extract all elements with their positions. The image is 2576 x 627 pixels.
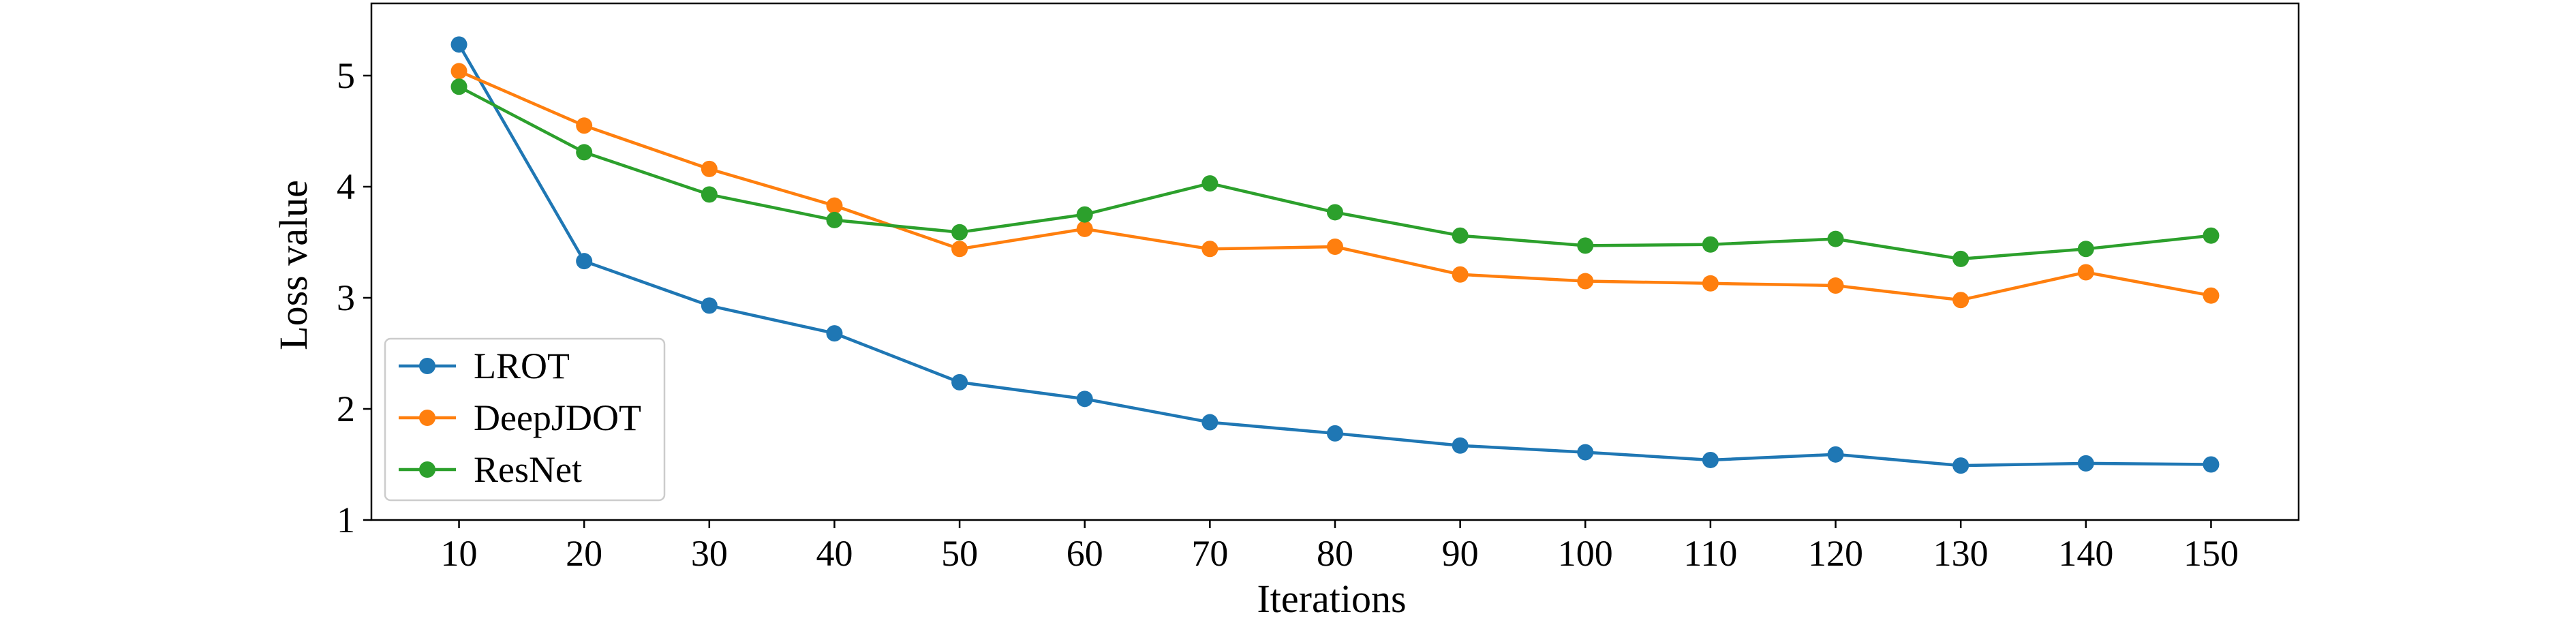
- x-tick-label: 140: [2058, 533, 2113, 574]
- data-point: [701, 297, 718, 314]
- series-deepjdot: [450, 63, 2220, 309]
- data-point: [450, 63, 467, 80]
- series-resnet: [450, 78, 2220, 267]
- data-point: [951, 373, 968, 391]
- legend-marker: [419, 410, 435, 426]
- x-tick-label: 10: [441, 533, 478, 574]
- data-point: [1076, 206, 1093, 223]
- x-tick-label: 120: [1808, 533, 1863, 574]
- data-point: [576, 117, 593, 134]
- x-tick-label: 100: [1558, 533, 1613, 574]
- data-point: [826, 197, 843, 214]
- data-point: [1452, 227, 1469, 244]
- data-point: [1076, 220, 1093, 237]
- legend-item-deepjdot: DeepJDOT: [399, 397, 641, 438]
- y-tick-label: 1: [337, 500, 355, 540]
- legend-label: ResNet: [474, 449, 582, 490]
- data-point: [1076, 391, 1093, 408]
- data-point: [1952, 292, 1969, 309]
- data-point: [1577, 273, 1594, 290]
- data-point: [951, 241, 968, 258]
- data-point: [1577, 444, 1594, 461]
- x-tick-label: 90: [1442, 533, 1479, 574]
- data-point: [576, 253, 593, 270]
- y-tick-label: 2: [337, 388, 355, 429]
- data-point: [1577, 237, 1594, 254]
- data-point: [1327, 425, 1343, 442]
- x-axis-label: Iterations: [1257, 577, 1406, 621]
- legend-item-resnet: ResNet: [399, 449, 582, 490]
- x-tick-label: 50: [941, 533, 978, 574]
- x-tick-label: 130: [1933, 533, 1989, 574]
- legend-marker: [419, 358, 435, 374]
- x-tick-label: 60: [1067, 533, 1103, 574]
- legend: LROT DeepJDOT ResNet: [384, 337, 666, 502]
- data-point: [1952, 457, 1969, 474]
- data-point: [1827, 277, 1844, 294]
- legend-label: DeepJDOT: [474, 397, 641, 438]
- y-tick-label: 3: [337, 277, 355, 318]
- legend-label: LROT: [474, 346, 570, 386]
- data-point: [2203, 287, 2220, 304]
- data-point: [1452, 266, 1469, 283]
- legend-marker: [419, 461, 435, 478]
- data-point: [701, 186, 718, 203]
- data-point: [450, 36, 467, 53]
- data-point: [826, 325, 843, 342]
- legend-box: [384, 337, 666, 502]
- x-tick-label: 30: [691, 533, 728, 574]
- x-tick-label: 80: [1317, 533, 1353, 574]
- x-tick-label: 70: [1191, 533, 1228, 574]
- data-point: [826, 211, 843, 228]
- data-point: [1952, 250, 1969, 267]
- data-point: [1201, 241, 1218, 258]
- x-tick-label: 150: [2183, 533, 2239, 574]
- data-point: [2077, 455, 2094, 472]
- series-layer: [450, 36, 2220, 474]
- data-point: [2203, 227, 2220, 244]
- x-tick-label: 20: [566, 533, 602, 574]
- y-tick-label: 4: [337, 166, 355, 207]
- data-point: [1702, 275, 1719, 292]
- data-point: [1827, 446, 1844, 463]
- data-point: [701, 160, 718, 177]
- y-axis-ticks: 1 2 3 4 5: [337, 55, 371, 540]
- y-axis-label: Loss value: [271, 180, 316, 350]
- data-point: [1327, 238, 1343, 255]
- data-point: [1827, 230, 1844, 247]
- x-axis-ticks: 10 20 30 40 50 60 70 80 90 100 110 120 130 140 150: [441, 520, 2239, 574]
- y-tick-label: 5: [337, 55, 355, 96]
- data-point: [450, 78, 467, 95]
- data-point: [2203, 456, 2220, 473]
- data-point: [951, 224, 968, 241]
- data-point: [576, 144, 593, 161]
- data-point: [1702, 451, 1719, 468]
- series-line: [457, 44, 2211, 468]
- x-tick-label: 40: [816, 533, 853, 574]
- data-point: [1452, 437, 1469, 454]
- data-point: [2077, 264, 2094, 281]
- series-line: [458, 70, 2211, 302]
- data-point: [1327, 204, 1343, 221]
- data-point: [2077, 241, 2094, 258]
- data-point: [1201, 175, 1218, 192]
- data-point: [1702, 236, 1719, 253]
- series-lrot: [450, 36, 2220, 474]
- x-tick-label: 110: [1683, 533, 1737, 574]
- legend-item-lrot: LROT: [399, 346, 570, 386]
- data-point: [1201, 414, 1218, 431]
